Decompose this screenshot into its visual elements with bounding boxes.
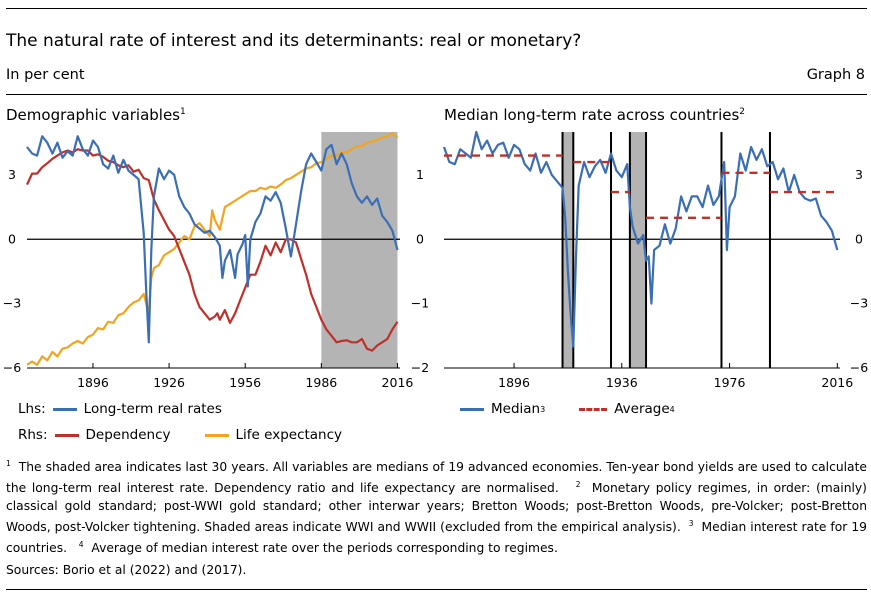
median-line	[442, 130, 839, 348]
sources: Sources: Borio et al (2022) and (2017).	[6, 563, 247, 577]
legend-line-swatch	[460, 407, 484, 411]
y-right-tick-label: −1	[411, 296, 429, 311]
legend-line-swatch	[54, 433, 79, 437]
y-tick-label: −3	[850, 296, 868, 311]
x-tick-label: 1976	[714, 375, 746, 390]
y-left-tick-label: −6	[3, 360, 21, 375]
legend-life-expectancy: Life expectancy	[235, 427, 343, 443]
footnote-1: The shaded area indicates last 30 years.…	[6, 460, 867, 495]
x-tick-label: 2016	[382, 375, 414, 390]
x-tick-label: 1896	[498, 375, 530, 390]
right-title-footnote-ref: 2	[739, 107, 746, 117]
bottom-rule	[6, 589, 867, 590]
y-right-tick-label: −2	[411, 360, 429, 375]
y-left-tick-label: 3	[8, 167, 16, 182]
top-rule	[6, 8, 867, 9]
y-tick-label: 3	[855, 167, 863, 182]
footnote-1-ref: 1	[6, 459, 11, 468]
legend-average-note: 4	[669, 404, 675, 414]
y-tick-label: −6	[850, 360, 868, 375]
y-right-tick-label: 0	[416, 231, 424, 246]
x-tick-label: 1986	[305, 375, 337, 390]
graph-number: Graph 8	[806, 67, 865, 83]
legend-rhs-prefix: Rhs:	[18, 427, 48, 443]
legend-dashed-swatch	[579, 407, 608, 411]
chart-title: The natural rate of interest and its det…	[6, 31, 582, 51]
x-tick-label: 2016	[821, 375, 853, 390]
right-panel-title: Median long-term rate across countries2	[444, 106, 746, 124]
legend-average: Average	[614, 401, 670, 417]
x-tick-label: 1896	[77, 375, 109, 390]
x-tick-label: 1956	[229, 375, 261, 390]
left-panel-title: Demographic variables1	[6, 106, 186, 124]
footnote-2: Monetary policy regimes, in order: (main…	[6, 481, 867, 534]
legend-median: Median	[491, 401, 541, 417]
footnotes: 1 The shaded area indicates last 30 year…	[6, 455, 867, 557]
war-shaded-area	[629, 132, 647, 368]
footnote-4-ref: 4	[78, 540, 84, 549]
legend-median-note: 3	[540, 404, 546, 414]
y-right-tick-label: 1	[416, 167, 424, 182]
left-legend-lhs: Lhs: Long-term real rates	[18, 401, 222, 417]
legend-long-term-real-rates: Long-term real rates	[83, 401, 222, 417]
shaded-area-last-30-years	[321, 132, 398, 368]
x-tick-label: 1926	[153, 375, 185, 390]
header-rule	[6, 94, 867, 95]
y-tick-label: 0	[855, 231, 863, 246]
legend-line-swatch	[52, 407, 77, 411]
x-tick-label: 1936	[606, 375, 638, 390]
footnote-3-ref: 3	[688, 519, 694, 528]
legend-lhs-prefix: Lhs:	[18, 401, 46, 417]
right-chart: −6 −3 0 3 1896 1936 1976 2016	[442, 130, 868, 390]
footnote-4: Average of median interest rate over the…	[91, 541, 558, 555]
y-left-tick-label: −3	[3, 296, 21, 311]
y-left-tick-label: 0	[8, 231, 16, 246]
left-legend-rhs: Rhs: Dependency Life expectancy	[18, 427, 342, 443]
left-chart: −6 −3 0 3 −2 −1 0 1 1896 1926 1956 1986 2016	[3, 131, 429, 390]
legend-dependency: Dependency	[85, 427, 171, 443]
series-line-blue	[26, 135, 399, 344]
footnote-2-ref: 2	[575, 480, 581, 489]
unit-label: In per cent	[6, 67, 85, 83]
right-legend: Median 3 Average 4	[460, 401, 675, 417]
footnote-3: Median interest rate for 19 countries.	[6, 520, 867, 555]
left-title-footnote-ref: 1	[180, 107, 186, 117]
legend-line-swatch	[204, 433, 229, 437]
